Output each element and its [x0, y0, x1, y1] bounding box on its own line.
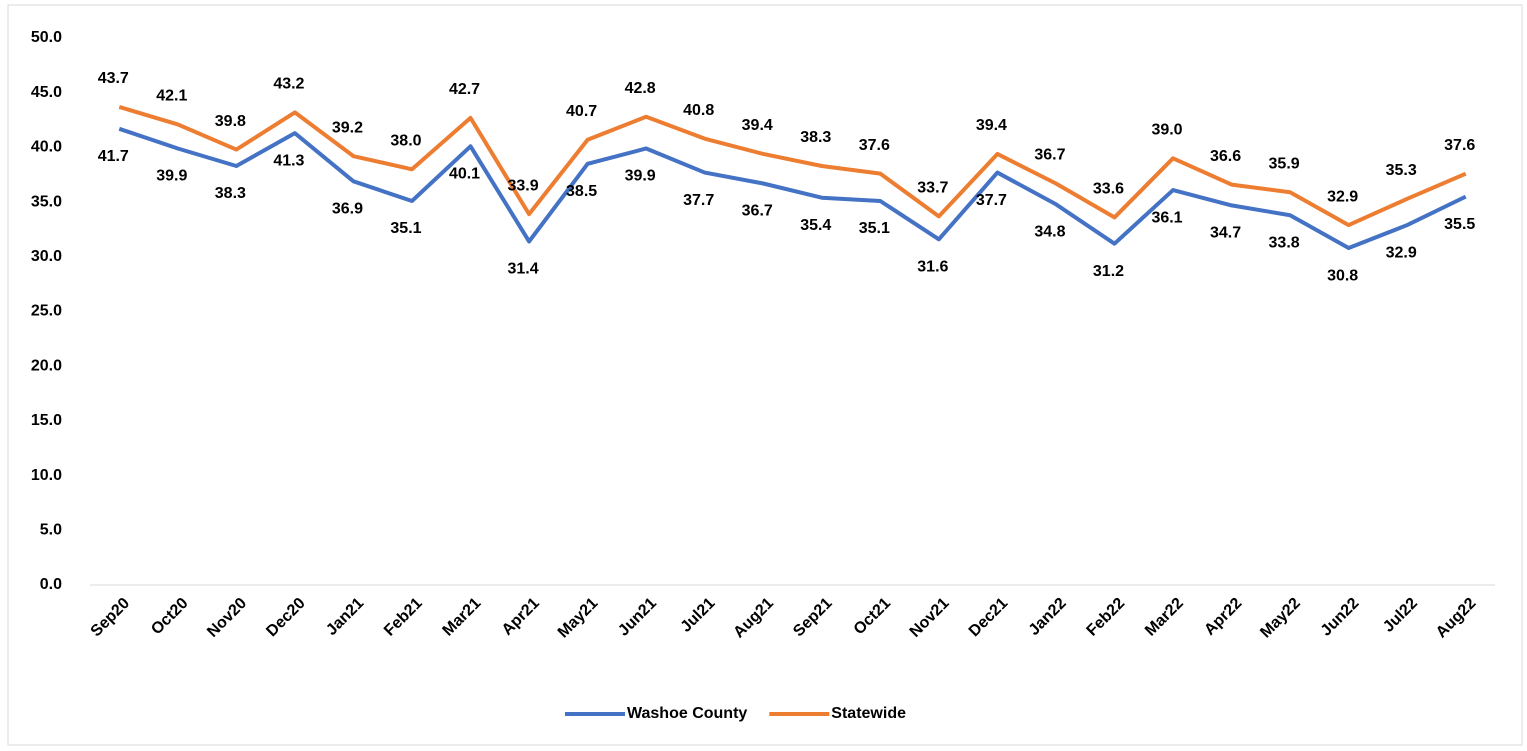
data-label: 37.7 [976, 192, 1007, 209]
data-label: 37.6 [859, 137, 890, 154]
data-label: 35.5 [1444, 216, 1475, 233]
data-label: 35.3 [1386, 162, 1417, 179]
legend-label: Statewide [831, 705, 906, 722]
data-label: 33.9 [507, 177, 538, 194]
data-label: 32.9 [1327, 188, 1358, 205]
data-label: 38.3 [800, 129, 831, 146]
y-tick-label: 30.0 [31, 248, 62, 265]
data-label: 35.1 [390, 220, 421, 237]
data-label: 31.2 [1093, 263, 1124, 280]
data-label: 35.4 [800, 217, 831, 234]
data-label: 35.9 [1269, 155, 1300, 172]
data-label: 40.7 [566, 103, 597, 120]
data-label: 38.3 [215, 185, 246, 202]
series-line [118, 126, 1467, 251]
data-label: 41.7 [98, 148, 129, 165]
data-label: 37.6 [1444, 137, 1475, 154]
data-label: 42.7 [449, 81, 480, 98]
y-tick-label: 20.0 [31, 357, 62, 374]
data-label: 37.7 [683, 192, 714, 209]
data-label: 36.7 [742, 203, 773, 220]
data-label: 39.4 [976, 117, 1007, 134]
data-label: 36.9 [332, 201, 363, 218]
data-label: 32.9 [1386, 244, 1417, 261]
data-label: 34.7 [1210, 225, 1241, 242]
data-label: 40.8 [683, 102, 714, 119]
y-tick-label: 5.0 [40, 522, 62, 539]
data-label: 39.0 [1151, 122, 1182, 139]
y-tick-label: 10.0 [31, 467, 62, 484]
data-label: 33.7 [917, 180, 948, 197]
legend-label: Washoe County [627, 705, 747, 722]
y-tick-label: 35.0 [31, 193, 62, 210]
data-label: 39.9 [156, 168, 187, 185]
data-label: 39.4 [742, 117, 773, 134]
data-label: 43.2 [273, 76, 304, 93]
data-label: 39.9 [625, 168, 656, 185]
data-label: 36.7 [1034, 147, 1065, 164]
data-label: 39.8 [215, 113, 246, 130]
data-label: 39.2 [332, 119, 363, 136]
data-label: 36.1 [1151, 209, 1182, 226]
y-tick-label: 25.0 [31, 303, 62, 320]
y-tick-label: 15.0 [31, 412, 62, 429]
data-label: 35.1 [859, 220, 890, 237]
data-label: 36.6 [1210, 148, 1241, 165]
chart-border [7, 4, 1523, 746]
data-label: 33.6 [1093, 181, 1124, 198]
y-tick-label: 40.0 [31, 139, 62, 156]
data-label: 34.8 [1034, 224, 1065, 241]
data-label: 41.3 [273, 152, 304, 169]
y-tick-label: 0.0 [40, 576, 62, 593]
data-label: 40.1 [449, 166, 480, 183]
data-label: 31.4 [507, 261, 538, 278]
data-label: 38.0 [390, 132, 421, 149]
data-label: 42.8 [625, 80, 656, 97]
data-label: 38.5 [566, 183, 597, 200]
y-tick-label: 50.0 [31, 29, 62, 46]
data-label: 31.6 [917, 259, 948, 276]
data-label: 33.8 [1269, 234, 1300, 251]
data-label: 43.7 [98, 70, 129, 87]
data-label: 42.1 [156, 88, 187, 105]
data-label: 30.8 [1327, 267, 1358, 284]
y-tick-label: 45.0 [31, 84, 62, 101]
series-line [118, 105, 1467, 228]
